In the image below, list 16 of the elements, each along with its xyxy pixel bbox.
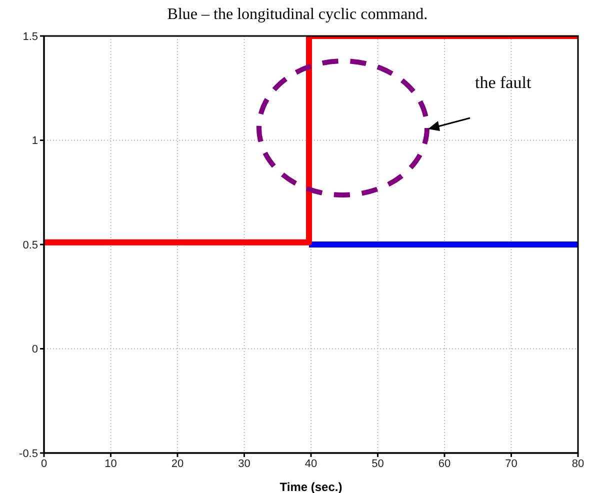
x-tick-label: 20: [171, 458, 184, 470]
y-tick-label: -0.5: [19, 448, 38, 460]
y-tick-label: 0: [32, 344, 38, 356]
y-tick-label: 0.5: [22, 239, 38, 252]
y-tick-label: 1.5: [22, 30, 38, 43]
chart-title: Blue – the longitudinal cyclic command.: [166, 6, 429, 24]
x-tick-label: 80: [572, 458, 584, 470]
x-tick-label: 30: [238, 458, 250, 470]
y-tick-label: 1: [32, 135, 38, 148]
x-tick-label: 70: [505, 458, 518, 470]
x-tick-label: 10: [104, 458, 117, 470]
x-tick-label: 0: [40, 458, 48, 470]
x-tick-label: 60: [438, 458, 451, 470]
x-tick-label: 50: [372, 458, 384, 470]
annotation: the fault: [475, 73, 532, 92]
x-tick-label: 40: [304, 458, 318, 470]
